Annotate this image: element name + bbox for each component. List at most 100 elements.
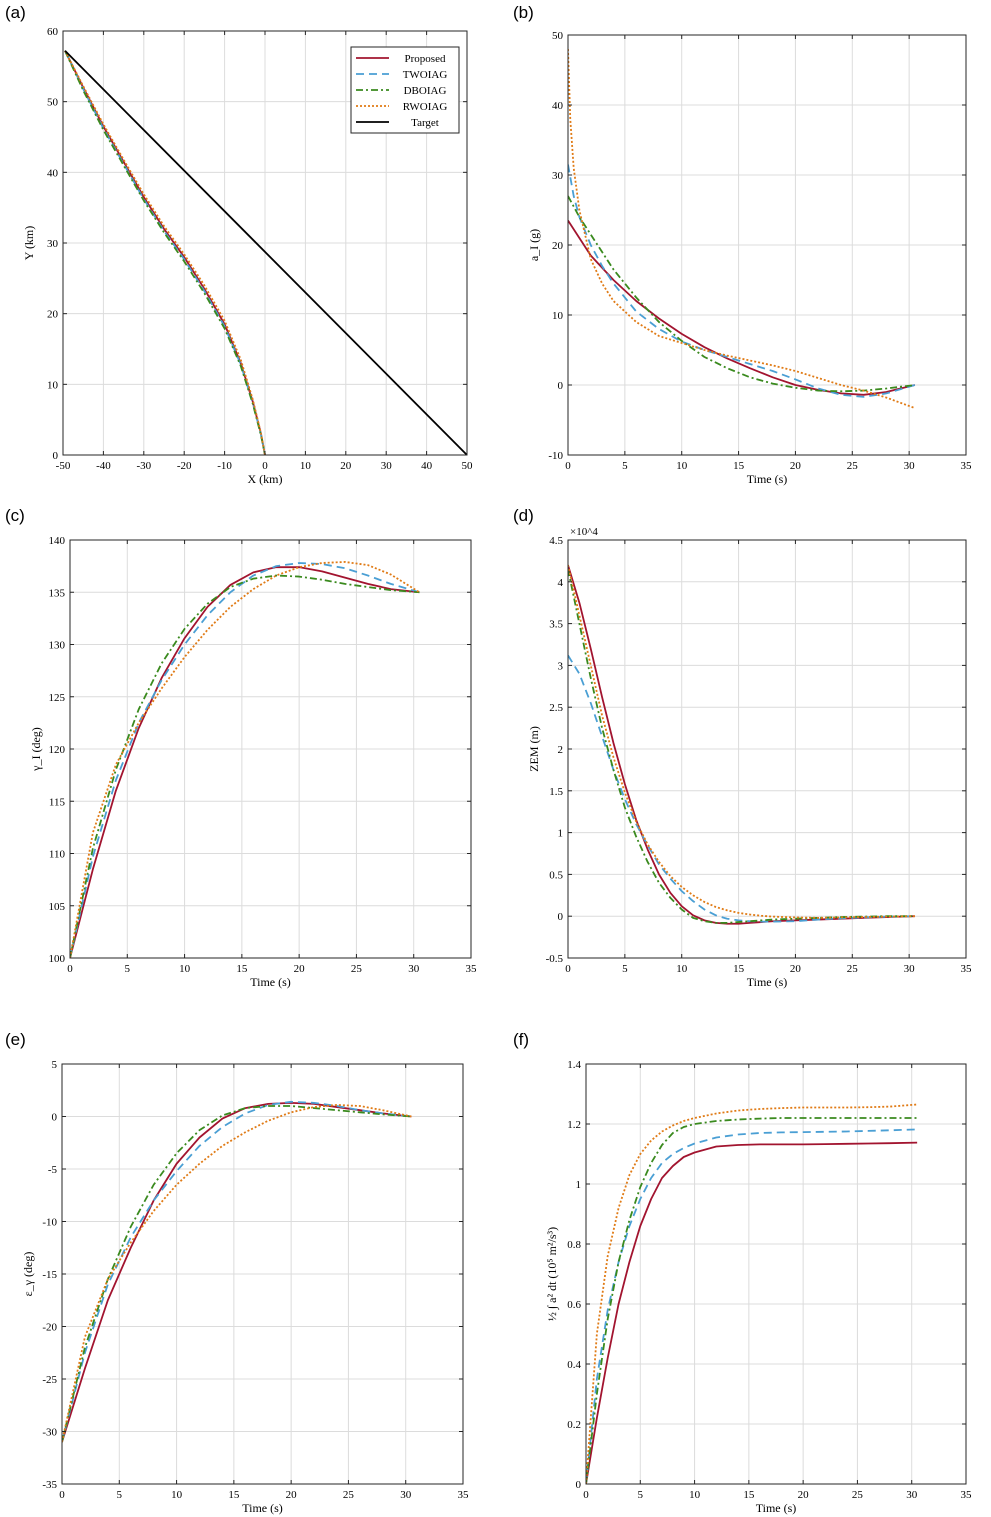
x-tick-label: 5	[117, 1489, 123, 1501]
series-line-dboiag	[70, 574, 420, 958]
legend: Proposed TWOIAG DBOIAG RWOIAG Target	[350, 46, 460, 134]
y-tick-label: 0	[52, 1112, 58, 1124]
y-tick-label: -25	[42, 1374, 57, 1386]
series-line-proposed	[586, 1141, 918, 1484]
legend-label-target: Target	[411, 117, 439, 129]
y-tick-label: 140	[49, 535, 66, 547]
y-tick-label: 1.5	[549, 786, 563, 798]
panel-a: (a) -50 -40 -30 -20 -10 0 10 20 30 40 50 0 10 20 30 40 50…	[5, 3, 473, 486]
x-tick-label: 35	[961, 460, 973, 472]
x-tick-label: 30	[904, 460, 916, 472]
legend-label-twoiag: TWOIAG	[403, 69, 448, 81]
series-line-twoiag	[70, 562, 420, 958]
x-tick-label: 15	[743, 1489, 755, 1501]
y-tick-label: 40	[47, 167, 59, 179]
x-tick-label: -30	[136, 460, 151, 472]
x-tick-label: 10	[171, 1489, 183, 1501]
x-tick-label: 10	[676, 963, 688, 975]
x-tick-label: 15	[236, 963, 248, 975]
x-tick-label: -10	[217, 460, 232, 472]
x-tick-label: 30	[904, 963, 916, 975]
y-tick-label: 50	[552, 30, 564, 42]
y-tick-label: 3	[558, 660, 564, 672]
y-tick-label: -15	[42, 1269, 57, 1281]
series-group	[62, 1100, 412, 1443]
series-group	[64, 50, 467, 455]
series-line-twoiag	[586, 1128, 918, 1484]
y-tick-label: 135	[49, 587, 66, 599]
y-axis-label: Y (km)	[22, 226, 36, 261]
y-tick-label: 115	[49, 796, 66, 808]
panel-label-b: (b)	[513, 3, 534, 22]
x-tick-label: 25	[852, 1489, 864, 1501]
y-tick-label: -5	[48, 1164, 58, 1176]
y-tick-label: 100	[49, 953, 66, 965]
y-tick-label: 5	[52, 1059, 58, 1071]
x-tick-label: 20	[798, 1489, 810, 1501]
x-axis-label: Time (s)	[747, 472, 788, 486]
series-line-twoiag	[62, 1100, 412, 1443]
y-tick-label: 0.6	[567, 1299, 581, 1311]
y-tick-label: 0	[53, 450, 59, 462]
x-tick-label: 35	[458, 1489, 470, 1501]
x-axis-label: Time (s)	[242, 1501, 283, 1515]
y-tick-label: 60	[47, 26, 59, 38]
y-tick-label: 0.4	[567, 1359, 581, 1371]
panel-label-e: (e)	[5, 1030, 26, 1049]
y-tick-label: 50	[47, 97, 59, 109]
series-group	[586, 1103, 918, 1484]
y-tick-label: 0.5	[549, 869, 563, 881]
x-tick-label: 5	[622, 963, 628, 975]
x-tick-label: 25	[351, 963, 363, 975]
y-tick-label: 1.4	[567, 1059, 581, 1071]
x-tick-label: 20	[294, 963, 306, 975]
y-tick-label: 0	[558, 911, 564, 923]
series-line-dboiag	[64, 50, 266, 455]
y-tick-label: -0.5	[546, 953, 564, 965]
x-tick-label: 10	[179, 963, 191, 975]
y-tick-label: 0	[576, 1479, 582, 1491]
x-tick-label: 25	[343, 1489, 355, 1501]
x-tick-label: 0	[67, 963, 73, 975]
y-tick-label: 4.5	[549, 535, 563, 547]
x-axis-label: Time (s)	[250, 975, 291, 989]
series-line-dboiag	[586, 1117, 918, 1484]
series-line-proposed	[568, 220, 916, 396]
x-tick-label: 20	[790, 963, 802, 975]
series-group	[568, 48, 916, 409]
legend-label-proposed: Proposed	[405, 53, 446, 65]
x-tick-label: 35	[961, 1489, 973, 1501]
panel-d: (d)0 5 10 15 20 25 30 35-0.500.511.522.533.544.…	[513, 506, 972, 989]
y-tick-label: 105	[49, 901, 66, 913]
x-tick-label: -50	[56, 460, 71, 472]
y-tick-label: 20	[552, 240, 564, 252]
y-tick-label: 0	[558, 380, 564, 392]
x-tick-label: 30	[408, 963, 420, 975]
plot-frame	[585, 1063, 967, 1485]
legend-label-rwoiag: RWOIAG	[403, 101, 448, 113]
panel-label-a: (a)	[5, 3, 26, 22]
y-axis-label: ½ ∫ a² dt (10⁵ m²/s³)	[545, 1227, 559, 1321]
series-line-target	[64, 50, 467, 455]
x-tick-label: 0	[262, 460, 268, 472]
y-tick-label: -10	[42, 1217, 57, 1229]
panel-f: (f) 0 5 10 15 20 25 30 35 0 0.2 0.4 0.6 0.8 1 1.2 1.4 Tim…	[513, 1030, 972, 1515]
y-tick-label: 1.2	[567, 1119, 581, 1131]
x-tick-label: 0	[565, 460, 571, 472]
series-line-rwoiag	[62, 1104, 412, 1443]
x-tick-label: 10	[689, 1489, 701, 1501]
series-line-proposed	[62, 1101, 412, 1443]
series-line-proposed	[70, 566, 420, 958]
x-tick-label: 15	[228, 1489, 240, 1501]
panel-label-f: (f)	[513, 1030, 529, 1049]
x-tick-label: 35	[466, 963, 478, 975]
panel-label-c: (c)	[5, 506, 25, 525]
y-tick-label: 0.2	[567, 1419, 581, 1431]
x-tick-label: 0	[583, 1489, 589, 1501]
y-axis-label: ZEM (m)	[527, 726, 541, 772]
x-tick-label: 30	[906, 1489, 918, 1501]
series-line-twoiag	[64, 50, 266, 455]
y-tick-label: 10	[552, 310, 564, 322]
y-tick-label: -35	[42, 1479, 57, 1491]
